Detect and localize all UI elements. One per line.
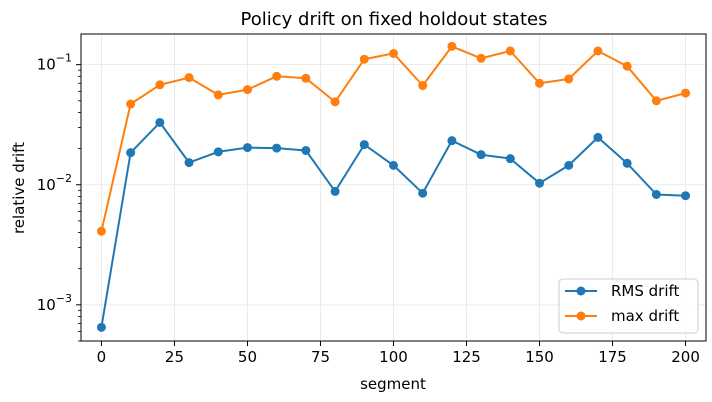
data-point: [155, 117, 165, 127]
data-point: [213, 90, 223, 100]
data-point: [96, 226, 106, 236]
data-point: [681, 191, 691, 201]
data-point: [184, 73, 194, 83]
data-point: [418, 188, 428, 198]
data-point: [622, 61, 632, 71]
data-point: [535, 178, 545, 188]
data-point: [126, 99, 136, 109]
y-axis-label: relative drift: [10, 142, 28, 234]
chart-title: Policy drift on fixed holdout states: [241, 9, 548, 30]
x-tick-label: 25: [165, 348, 184, 366]
data-point: [564, 74, 574, 84]
data-point: [651, 189, 661, 199]
legend-label-rms: RMS drift: [611, 282, 680, 300]
x-tick-label: 75: [311, 348, 330, 366]
data-point: [301, 73, 311, 83]
legend-marker-max: [576, 311, 586, 321]
data-point: [184, 158, 194, 168]
data-point: [593, 132, 603, 142]
data-point: [622, 158, 632, 168]
legend-label-max: max drift: [611, 307, 679, 325]
data-point: [389, 160, 398, 170]
x-axis-label: segment: [360, 375, 426, 393]
data-point: [447, 41, 457, 51]
data-point: [535, 78, 545, 88]
x-tick-label: 100: [379, 348, 408, 366]
data-point: [476, 53, 486, 63]
data-point: [389, 48, 398, 58]
data-point: [213, 147, 223, 157]
data-point: [651, 96, 661, 106]
legend: RMS drift max drift: [558, 278, 699, 334]
data-point: [359, 54, 369, 64]
x-tick-label: 175: [598, 348, 627, 366]
data-point: [126, 148, 136, 158]
data-point: [505, 154, 515, 164]
x-tick-label: 200: [671, 348, 700, 366]
data-point: [242, 143, 252, 153]
data-point: [272, 71, 282, 81]
data-point: [330, 186, 340, 196]
series-layer: [96, 41, 691, 332]
data-point: [242, 85, 252, 95]
data-point: [155, 80, 165, 90]
data-point: [564, 160, 574, 170]
data-point: [359, 140, 369, 150]
x-tick-label: 0: [97, 348, 107, 366]
data-point: [301, 145, 311, 155]
y-tick-label: 10−2: [37, 172, 72, 194]
legend-box: [558, 278, 699, 334]
data-point: [681, 88, 691, 98]
tick-layer: 0 25 50 75 100 125 150 175 200 10−3 10−2 10−1: [37, 52, 700, 366]
x-tick-label: 50: [238, 348, 257, 366]
data-point: [476, 150, 486, 160]
data-point: [447, 136, 457, 146]
data-point: [272, 143, 282, 153]
y-tick-label: 10−3: [37, 292, 72, 314]
legend-marker-rms: [576, 286, 586, 296]
x-tick-label: 125: [452, 348, 481, 366]
data-point: [96, 322, 106, 332]
data-point: [418, 81, 428, 91]
data-point: [330, 97, 340, 107]
data-point: [505, 46, 515, 56]
y-tick-label: 10−1: [37, 52, 72, 74]
x-tick-label: 150: [525, 348, 554, 366]
data-point: [593, 46, 603, 56]
